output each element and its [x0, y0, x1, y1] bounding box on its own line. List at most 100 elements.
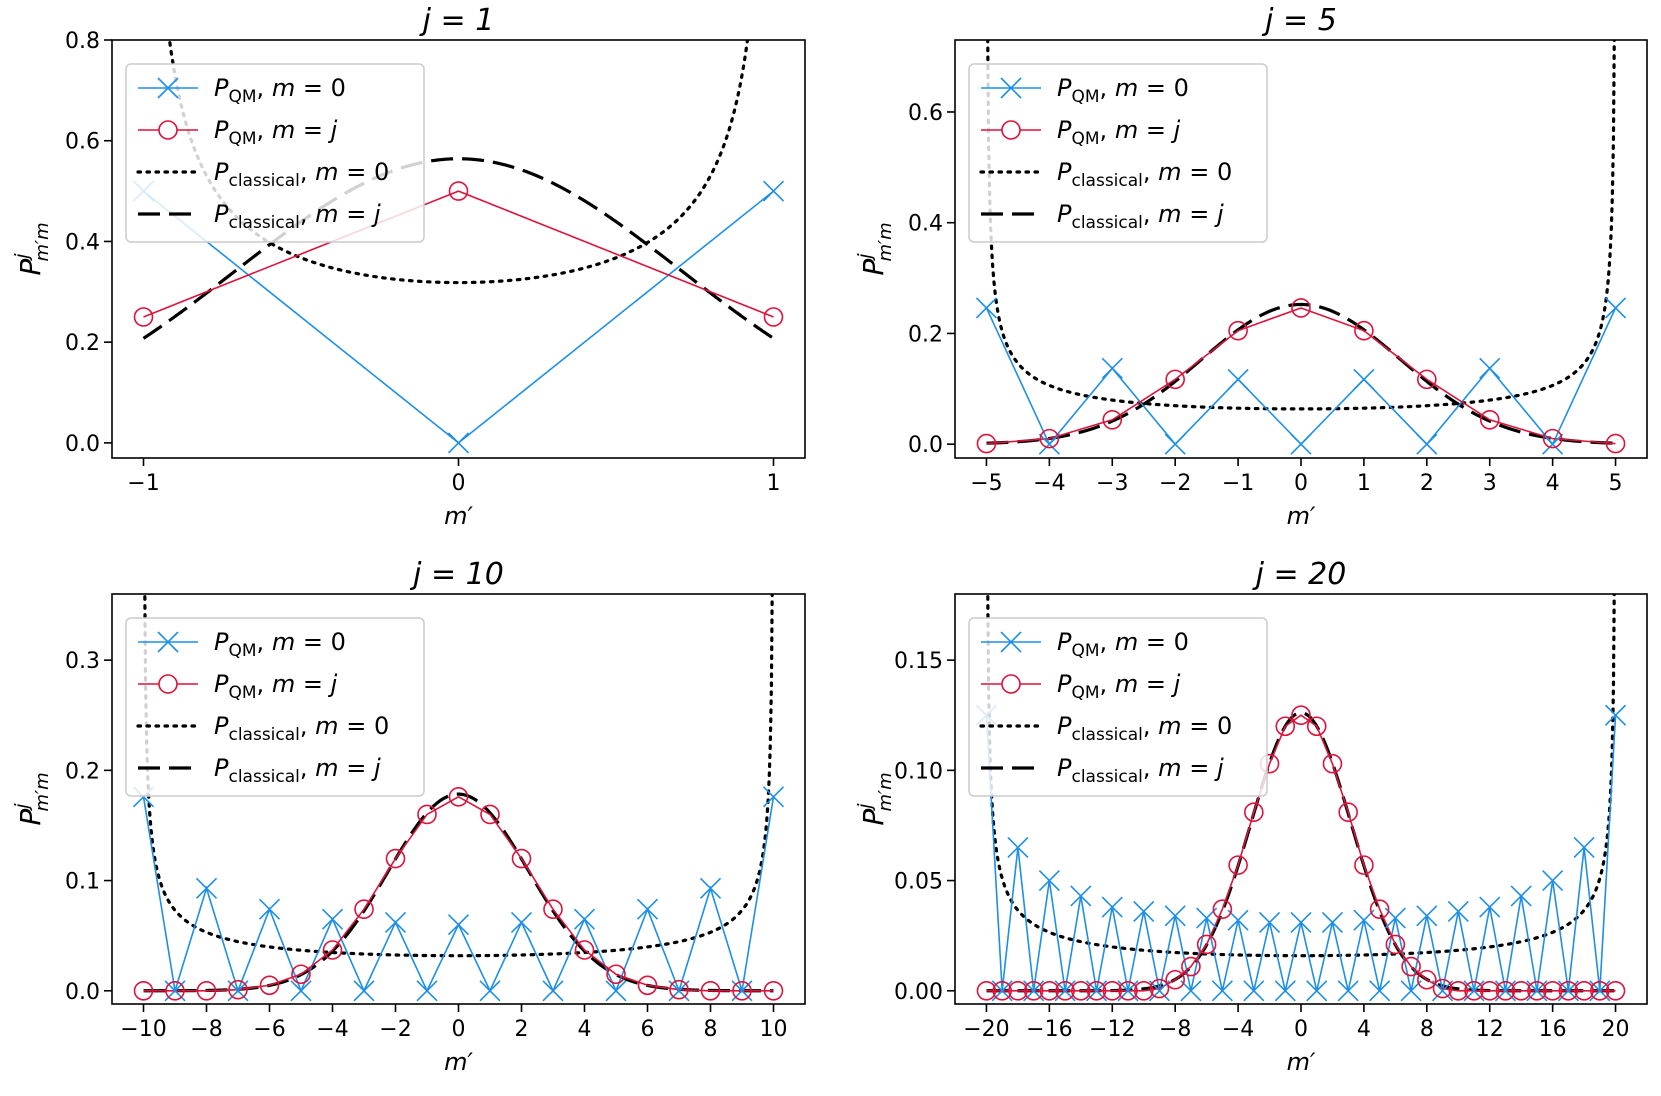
y-tick-label: 0.2 [908, 322, 943, 347]
point-qm-mj [1432, 978, 1453, 999]
point-qm-mj [976, 980, 997, 1001]
cross-stroke [353, 980, 375, 1002]
legend-frame [968, 63, 1268, 243]
legend-handle-marker [157, 631, 179, 653]
cross-stroke [416, 980, 438, 1002]
point-qm-mj [700, 980, 721, 1001]
point-qm-mj [1071, 980, 1091, 1001]
point-qm-m0 [573, 908, 596, 930]
x-tick-label: 4 [1546, 471, 1560, 496]
cross-stroke [1321, 911, 1344, 934]
point-qm-m0 [1101, 896, 1123, 918]
x-tick-label: −1 [1222, 471, 1254, 496]
cross-stroke [195, 877, 218, 899]
point-qm-m0 [1243, 980, 1265, 1002]
point-qm-mj [1354, 855, 1374, 875]
y-tick-label: 0.0 [65, 432, 100, 457]
point-qm-mj [1605, 433, 1626, 454]
x-tick-label: 20 [1602, 1017, 1630, 1042]
cross-stroke [1227, 368, 1249, 390]
x-tick-label: −10 [120, 1017, 166, 1042]
point-qm-mj [291, 964, 311, 985]
point-qm-mj [1291, 705, 1311, 726]
point-qm-mj [763, 980, 784, 1001]
plot-area [985, 594, 1617, 993]
x-tick-label: −12 [1089, 1017, 1135, 1042]
y-tick-label: 0.1 [65, 870, 100, 895]
cross-stroke [1447, 900, 1469, 922]
point-qm-mj [1495, 980, 1516, 1001]
point-qm-m0 [1274, 980, 1296, 1002]
point-qm-m0 [1479, 357, 1501, 379]
point-qm-mj [133, 307, 154, 327]
legend-handle-marker [158, 120, 178, 140]
y-axis-label: Pjm′m [11, 772, 53, 825]
point-qm-mj [574, 940, 595, 960]
point-qm-m0 [1164, 905, 1186, 927]
point-qm-m0 [1510, 885, 1532, 907]
point-qm-m0 [195, 877, 218, 899]
x-tick-label: 10 [760, 1017, 788, 1042]
point-qm-m0 [1211, 980, 1233, 1002]
point-qm-mj [1181, 956, 1201, 977]
x-tick-label: 1 [1357, 471, 1371, 496]
point-qm-mj [354, 899, 374, 920]
point-qm-mj [1401, 956, 1421, 977]
x-tick-label: 2 [515, 1017, 529, 1042]
point-qm-m0 [1258, 911, 1281, 934]
x-tick-label: −2 [379, 1017, 411, 1042]
point-qm-m0 [1038, 869, 1060, 892]
x-tick-label: 2 [1420, 471, 1434, 496]
point-qm-mj [1542, 428, 1563, 449]
cross-stroke [1573, 836, 1595, 859]
x-tick-label: 0 [1294, 471, 1308, 496]
cross-stroke [1101, 357, 1123, 379]
legend-entry-label: Pclassical, m = 0 [214, 158, 389, 191]
cross-stroke [1211, 980, 1233, 1002]
legend: PQM, m = 0 PQM, m = j Pclassical, m = 0 Pcl… [968, 617, 1268, 797]
cross-stroke [1101, 896, 1123, 918]
point-qm-m0 [1148, 980, 1171, 1002]
point-qm-m0 [1306, 980, 1328, 1002]
cross-stroke [1510, 885, 1532, 907]
point-qm-m0 [447, 914, 470, 936]
cross-stroke [1164, 433, 1186, 455]
cross-stroke [1604, 704, 1627, 726]
point-qm-m0 [762, 786, 785, 808]
series-line-classical-mj [986, 302, 1616, 445]
legend-entry-label: PQM, m = 0 [1057, 74, 1189, 107]
point-qm-mj [1039, 980, 1060, 1001]
x-tick-label: −6 [253, 1017, 285, 1042]
cross-stroke [1070, 885, 1092, 907]
axes-frame [111, 39, 806, 459]
point-qm-mj [480, 804, 500, 825]
cross-stroke [258, 898, 281, 920]
point-qm-mj [1605, 980, 1626, 1001]
y-tick-label: 0.6 [908, 101, 943, 126]
point-qm-m0 [1180, 980, 1202, 1002]
point-qm-mj [1385, 934, 1406, 955]
point-qm-mj [1055, 980, 1075, 1001]
point-qm-mj [1086, 980, 1107, 1001]
axes-frame [111, 593, 806, 1005]
y-tick-label: 0.6 [65, 130, 100, 155]
x-tick-label: −8 [190, 1017, 222, 1042]
point-qm-m0 [1542, 433, 1564, 455]
point-qm-mj [1542, 980, 1563, 1001]
point-qm-mj [1244, 802, 1264, 823]
legend-entry-label: PQM, m = 0 [214, 74, 346, 107]
cross-stroke [479, 980, 501, 1002]
point-qm-m0 [1416, 905, 1438, 927]
point-qm-m0 [542, 980, 564, 1002]
point-qm-m0 [1400, 980, 1422, 1002]
subplot-j20: j = 20 −20 −16 −12 −8 −4 0 4 8 12 16 20 0.00 0.05 0.10… [854, 557, 1648, 1076]
cross-stroke [542, 980, 564, 1002]
series-line-qm-mj [143, 190, 774, 318]
legend-handle-marker [1000, 77, 1022, 99]
point-qm-m0 [1479, 896, 1501, 918]
point-qm-mj [1527, 980, 1547, 1001]
subplot-j10: j = 10 −10 −8 −6 −4 −2 0 2 4 6 8 10 0.0 0.1 0.2 0.3 m′ Pj… [11, 557, 806, 1076]
point-qm-m0 [1070, 885, 1092, 907]
x-tick-label: −20 [963, 1017, 1009, 1042]
